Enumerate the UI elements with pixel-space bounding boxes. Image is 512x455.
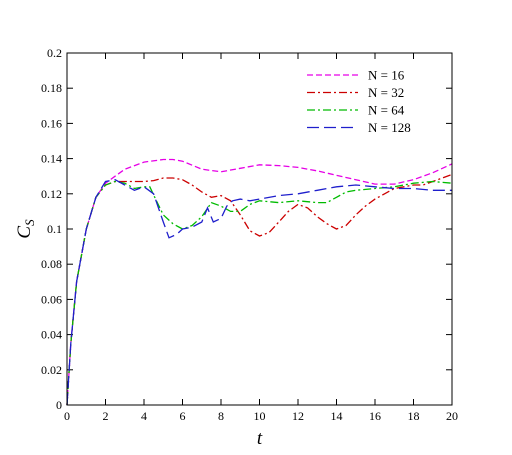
- y-tick-label: 0.06: [41, 292, 62, 306]
- x-tick-label: 8: [218, 409, 224, 423]
- y-axis-label-sub: S: [22, 219, 37, 226]
- x-axis-label: t: [257, 428, 263, 449]
- x-tick-label: 4: [141, 409, 147, 423]
- legend-label: N = 16: [368, 68, 405, 83]
- y-axis-label: CS: [14, 219, 37, 239]
- y-tick-label: 0.08: [41, 257, 62, 271]
- y-tick-label: 0.14: [41, 152, 62, 166]
- x-tick-label: 2: [103, 409, 109, 423]
- series-line: [66, 173, 453, 406]
- x-tick-label: 18: [408, 409, 420, 423]
- x-tick-label: 16: [369, 409, 381, 423]
- series-lines: [66, 158, 453, 406]
- y-tick-label: 0.16: [41, 116, 62, 130]
- axis-ticks: 0 2 4 6 8 10 12 14 16 18 20 0 0.02 0.04 0.06 0.08 0.1 0.1…: [41, 46, 458, 423]
- x-tick-label: 10: [254, 409, 266, 423]
- y-tick-label: 0.04: [41, 328, 62, 342]
- y-tick-label: 0.1: [47, 222, 62, 236]
- legend-label: N = 128: [368, 120, 411, 135]
- series-line: [66, 158, 453, 406]
- series-line: [66, 179, 452, 406]
- x-tick-label: 20: [446, 409, 458, 423]
- y-tick-label: 0.2: [47, 46, 62, 60]
- y-tick-label: 0.18: [41, 81, 62, 95]
- y-tick-label: 0.02: [41, 363, 62, 377]
- x-tick-label: 14: [331, 409, 343, 423]
- legend-label: N = 32: [368, 85, 404, 100]
- plot-frame: [66, 52, 453, 406]
- x-tick-label: 6: [180, 409, 186, 423]
- legend-label: N = 64: [368, 103, 405, 118]
- y-tick-label: 0.12: [41, 187, 62, 201]
- legend: N = 16 N = 32 N = 64 N = 128: [307, 68, 411, 135]
- series-line: [66, 180, 453, 406]
- svg-text:CS: CS: [14, 219, 37, 239]
- y-tick-label: 0: [56, 398, 62, 412]
- y-axis-label-main: C: [14, 226, 35, 239]
- x-tick-label: 0: [64, 409, 70, 423]
- x-tick-label: 12: [292, 409, 304, 423]
